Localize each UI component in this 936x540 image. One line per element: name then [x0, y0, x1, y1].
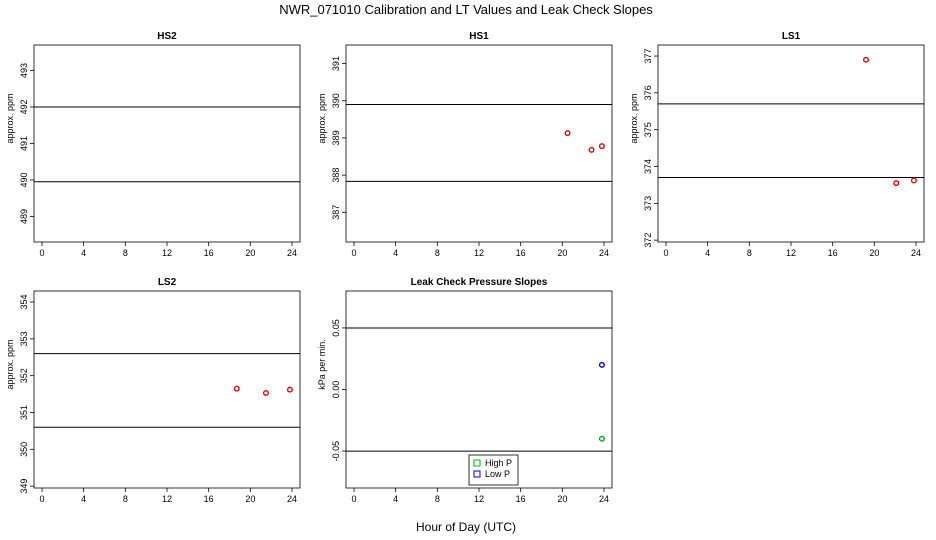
y-axis-label: approx. ppm	[629, 93, 639, 143]
y-tick-label: 489	[19, 209, 29, 224]
legend-swatch-low-p	[473, 470, 481, 478]
x-tick-label: 12	[474, 494, 484, 504]
data-point	[893, 180, 900, 187]
legend-label-high-p: High P	[485, 458, 512, 468]
x-tick-label: 0	[351, 494, 356, 504]
panel-leak-check: Leak Check Pressure Slopes 0 4 8 12 16 20 24 -0.…	[317, 277, 613, 504]
x-tick-label: 24	[599, 248, 609, 258]
x-tick-label: 24	[287, 248, 297, 258]
x-tick-label: 8	[435, 248, 440, 258]
x-tick-label: 12	[474, 248, 484, 258]
plot-frame	[657, 44, 925, 243]
y-tick-label: 374	[643, 159, 653, 174]
y-axis-label: approx. ppm	[5, 339, 15, 389]
x-tick-label: 4	[81, 494, 86, 504]
y-tick-label: 388	[331, 168, 341, 183]
panel-ls1: LS1 0 4 8 12 16 20 24 372 373 374 375 376 377 approx. …	[629, 31, 925, 258]
y-tick-label: 389	[331, 130, 341, 145]
x-tick-label: 8	[123, 248, 128, 258]
x-tick-label: 16	[516, 248, 526, 258]
y-tick-label: 376	[643, 85, 653, 100]
figure-title: NWR_071010 Calibration and LT Values and…	[279, 2, 653, 17]
panel-ls2: LS2 0 4 8 12 16 20 24 349 350 351 352 353 354 approx. …	[5, 277, 301, 504]
x-tick-label: 4	[81, 248, 86, 258]
x-tick-label: 0	[351, 248, 356, 258]
x-tick-label: 16	[204, 248, 214, 258]
y-tick-label: 375	[643, 122, 653, 137]
plot-frame	[33, 44, 301, 243]
data-point	[233, 385, 240, 392]
y-tick-label: 372	[643, 233, 653, 248]
panel-title: Leak Check Pressure Slopes	[411, 277, 548, 288]
data-point	[262, 389, 269, 396]
panel-hs1: HS1 0 4 8 12 16 20 24 387 388 389 390 391 approx. ppm	[317, 31, 613, 258]
x-tick-label: 0	[39, 248, 44, 258]
y-axis-label: approx. ppm	[317, 93, 327, 143]
y-tick-label: 492	[19, 100, 29, 115]
y-tick-label: 391	[331, 56, 341, 71]
data-point	[863, 56, 870, 63]
x-tick-label: 20	[245, 248, 255, 258]
y-tick-label: 354	[19, 295, 29, 310]
x-tick-label: 24	[287, 494, 297, 504]
y-tick-label: 373	[643, 196, 653, 211]
plot-frame	[33, 290, 301, 489]
y-tick-label: 491	[19, 136, 29, 151]
x-tick-label: 12	[162, 248, 172, 258]
x-tick-label: 4	[393, 494, 398, 504]
x-tick-label: 8	[123, 494, 128, 504]
x-tick-label: 8	[435, 494, 440, 504]
x-axis-title: Hour of Day (UTC)	[416, 520, 516, 534]
y-tick-label: 353	[19, 331, 29, 346]
data-point	[598, 435, 605, 442]
x-tick-label: 20	[869, 248, 879, 258]
y-tick-label: 0.05	[331, 319, 341, 337]
legend-label-low-p: Low P	[485, 469, 510, 479]
y-tick-label: 490	[19, 172, 29, 187]
panel-hs2: HS2 0 4 8 12 16 20 24 489 490 491 492 493 approx. ppm	[5, 31, 301, 258]
y-axis-label: kPa per min.	[317, 339, 327, 390]
y-tick-label: 352	[19, 368, 29, 383]
x-tick-label: 12	[786, 248, 796, 258]
panel-title: LS1	[782, 31, 801, 42]
x-tick-label: 4	[705, 248, 710, 258]
y-tick-label: 350	[19, 442, 29, 457]
x-tick-label: 20	[557, 248, 567, 258]
y-tick-label: 0.00	[331, 381, 341, 399]
y-tick-label: 349	[19, 479, 29, 494]
data-point	[588, 146, 595, 153]
y-tick-label: 377	[643, 49, 653, 64]
x-tick-label: 4	[393, 248, 398, 258]
data-point	[910, 177, 917, 184]
x-tick-label: 12	[162, 494, 172, 504]
plot-frame	[345, 44, 613, 243]
panel-title: LS2	[158, 277, 177, 288]
x-tick-label: 20	[245, 494, 255, 504]
panel-title: HS1	[469, 31, 489, 42]
data-point	[286, 386, 293, 393]
x-tick-label: 16	[828, 248, 838, 258]
data-point	[598, 143, 605, 150]
y-tick-label: -0.05	[331, 441, 341, 462]
x-tick-label: 0	[663, 248, 668, 258]
x-tick-label: 24	[911, 248, 921, 258]
y-axis-label: approx. ppm	[5, 93, 15, 143]
x-tick-label: 0	[39, 494, 44, 504]
x-tick-label: 24	[599, 494, 609, 504]
x-tick-label: 16	[516, 494, 526, 504]
data-point	[598, 361, 605, 368]
y-tick-label: 387	[331, 205, 341, 220]
data-point	[564, 130, 571, 137]
x-tick-label: 16	[204, 494, 214, 504]
panel-title: HS2	[157, 31, 177, 42]
x-tick-label: 20	[557, 494, 567, 504]
y-tick-label: 390	[331, 93, 341, 108]
y-tick-label: 351	[19, 405, 29, 420]
x-tick-label: 8	[747, 248, 752, 258]
y-tick-label: 493	[19, 63, 29, 78]
legend-swatch-high-p	[473, 459, 481, 467]
